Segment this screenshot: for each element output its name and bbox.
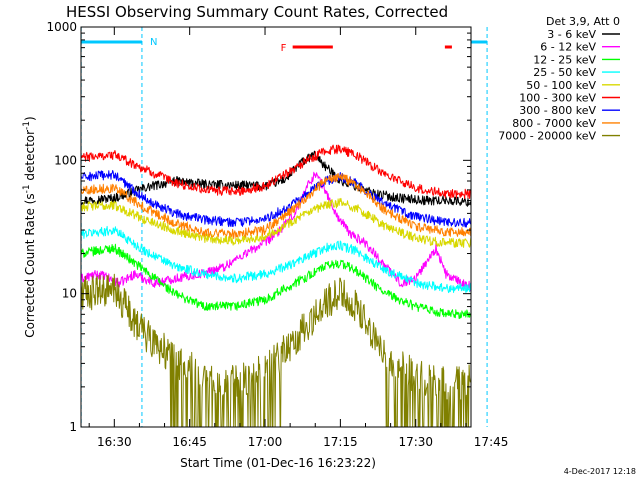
- x-tick-label-17-45: 17:45: [474, 435, 509, 449]
- y-tick-label-10: 10: [62, 287, 77, 301]
- series-3-6-kev-line: [80, 150, 472, 207]
- series-layer: [80, 144, 472, 428]
- y-tick-label-100: 100: [54, 153, 77, 167]
- x-axis-label: Start Time (01-Dec-16 16:23:22): [180, 456, 376, 470]
- series-7000-20000-kev-line: [80, 273, 471, 428]
- legend-label-50-100-kev: 50 - 100 keV: [526, 79, 596, 92]
- series-25-50-kev-line: [80, 225, 472, 294]
- interval-f-label: F: [281, 43, 287, 54]
- x-tick-label-17-00: 17:00: [248, 435, 283, 449]
- interval-n-label: N: [150, 37, 157, 48]
- series-12-25-kev-line: [80, 243, 472, 319]
- plot-frame: [80, 26, 472, 428]
- legend-header: Det 3,9, Att 0: [546, 15, 620, 28]
- x-tick-label-16-30: 16:30: [97, 435, 132, 449]
- x-axis: 16:30 16:45 17:00 17:15 17:30 17:45: [88, 27, 509, 449]
- series-800-7000-kev-line: [80, 173, 472, 240]
- chart-title: HESSI Observing Summary Count Rates, Cor…: [66, 3, 448, 21]
- x-tick-label-17-15: 17:15: [323, 435, 358, 449]
- x-tick-label-16-45: 16:45: [172, 435, 207, 449]
- y-tick-label-1: 1: [69, 420, 77, 434]
- legend-label-300-800-kev: 300 - 800 keV: [519, 104, 596, 117]
- legend-label-6-12-kev: 6 - 12 keV: [540, 41, 596, 54]
- legend-label-100-300-kev: 100 - 300 keV: [519, 92, 596, 105]
- legend-label-25-50-kev: 25 - 50 keV: [533, 66, 596, 79]
- y-tick-label-1000: 1000: [46, 20, 77, 34]
- series-50-100-kev-line: [80, 197, 472, 248]
- y-axis: 1 10 100 1000: [46, 20, 471, 434]
- y-axis-label: Corrected Count Rate (s-1 detector-1): [22, 116, 37, 337]
- legend-label-7000-20000-kev: 7000 - 20000 keV: [498, 130, 596, 143]
- series-100-300-kev-line: [80, 144, 472, 199]
- legend-label-12-25-kev: 12 - 25 keV: [533, 53, 596, 66]
- legend-label-3-6-kev: 3 - 6 keV: [547, 28, 596, 41]
- footer-timestamp: 4-Dec-2017 12:18: [564, 467, 636, 476]
- legend-label-800-7000-kev: 800 - 7000 keV: [512, 117, 596, 130]
- x-tick-label-17-30: 17:30: [398, 435, 433, 449]
